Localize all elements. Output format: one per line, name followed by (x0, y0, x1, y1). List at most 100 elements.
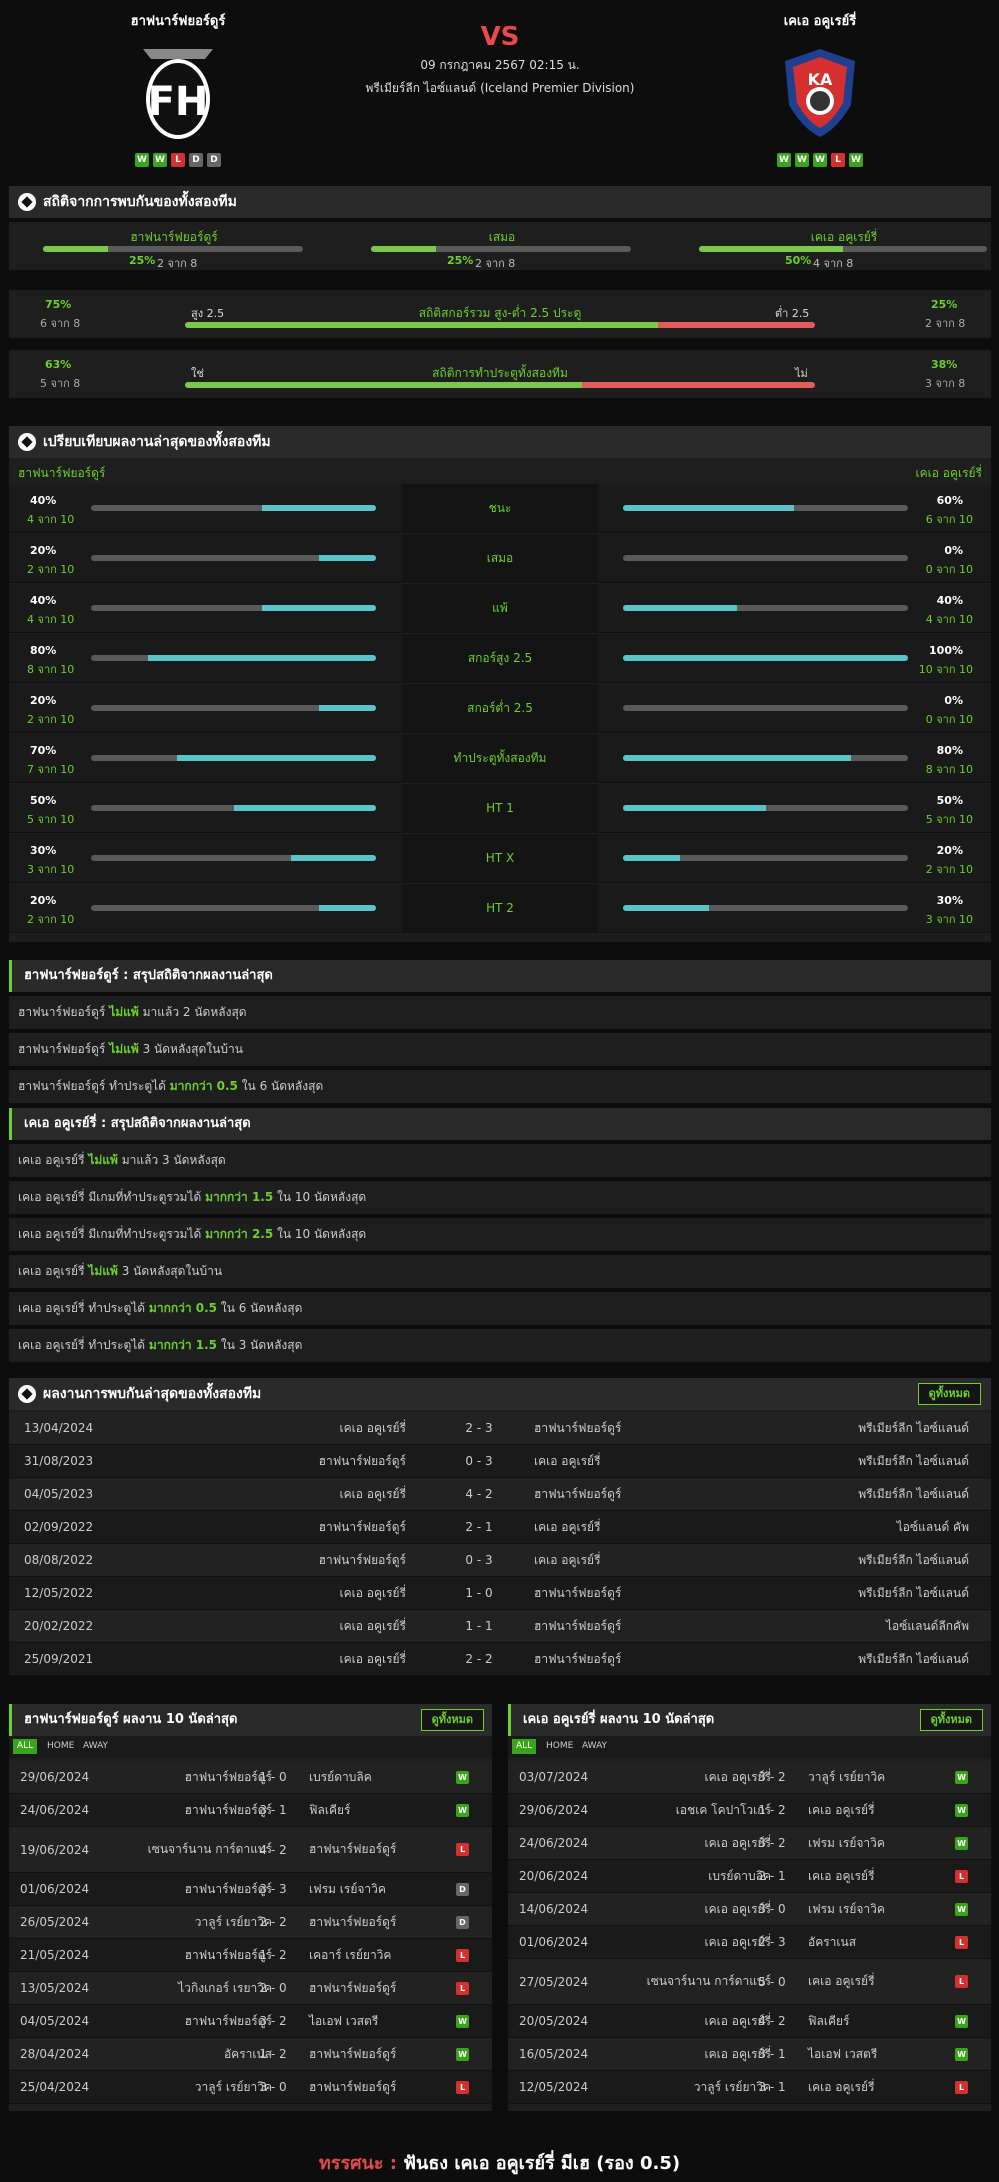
match-home-team[interactable]: เคเอ อคูเรย์รี่ (339, 1652, 406, 1666)
match-home-team[interactable]: เคเอ อคูเรย์รี่ (704, 2013, 771, 2028)
match-away-team[interactable]: เคเอ อคูเรย์รี่ (808, 2079, 875, 2094)
match-home-team[interactable]: เอชเค โคปาโวเกร์ (675, 1802, 771, 1817)
match-home-team[interactable]: ฮาฟนาร์ฟยอร์ดูร์ (318, 1520, 406, 1534)
away-team-name[interactable]: เคเอ อคูเรย์รี่ (783, 14, 857, 29)
match-away-team[interactable]: เคเอ อคูเรย์รี่ (808, 1974, 875, 1988)
away-tab-home[interactable]: HOME (546, 1741, 574, 1751)
match-home-team[interactable]: เคเอ อคูเรย์รี่ (704, 2046, 771, 2061)
h2h-col-label[interactable]: เคเอ อคูเรย์รี่ (810, 230, 878, 244)
last10-row[interactable]: 24/06/2024 เคเอ อคูเรย์รี่ 3 - 2 เฟรม เรย์จ… (508, 1827, 991, 1860)
match-away-team[interactable]: อัคราเนส (808, 1934, 857, 1949)
h2h-match-row[interactable]: 25/09/2021 เคเอ อคูเรย์รี่ 2 - 2 ฮาฟนาร์ฟยอ… (9, 1643, 991, 1676)
last10-row[interactable]: 13/05/2024 ไวกิงเกอร์ เรยาวิค 2 - 0 ฮาฟนาร์… (9, 1972, 492, 2005)
match-away-team[interactable]: ไอเอฟ เวสตรี (309, 2013, 379, 2028)
h2h-match-row[interactable]: 13/04/2024 เคเอ อคูเรย์รี่ 2 - 3 ฮาฟนาร์ฟยอ… (9, 1412, 991, 1445)
match-away-team[interactable]: ฮาฟนาร์ฟยอร์ดูร์ (309, 2079, 397, 2094)
last10-row[interactable]: 29/06/2024 เอชเค โคปาโวเกร์ 1 - 2 เคเอ อคูเ… (508, 1794, 991, 1827)
last10-row[interactable]: 28/04/2024 อัคราเนส 1 - 2 ฮาฟนาร์ฟยอร์ดูร์ W (9, 2038, 492, 2071)
last10-row[interactable]: 25/04/2024 วาลูร์ เรย์ยาวิค 3 - 0 ฮาฟนาร์ฟย… (9, 2071, 492, 2104)
match-home-team[interactable]: เคเอ อคูเรย์รี่ (704, 1835, 771, 1850)
match-home-team[interactable]: เคเอ อคูเรย์รี่ (339, 1487, 406, 1501)
match-away-team[interactable]: เคเอ อคูเรย์รี่ (808, 1802, 875, 1817)
h2h-match-row[interactable]: 31/08/2023 ฮาฟนาร์ฟยอร์ดูร์ 0 - 3 เคเอ อคูเ… (9, 1445, 991, 1478)
last10-row[interactable]: 12/05/2024 วาลูร์ เรย์ยาวิค 3 - 1 เคเอ อคูเ… (508, 2071, 991, 2104)
last10-row[interactable]: 20/05/2024 เคเอ อคูเรย์รี่ 4 - 2 ฟิลเคียร์ W (508, 2005, 991, 2038)
last10-row[interactable]: 24/06/2024 ฮาฟนาร์ฟยอร์ดูร์ 3 - 1 ฟิลเคียร์… (9, 1794, 492, 1827)
last10-row[interactable]: 21/05/2024 ฮาฟนาร์ฟยอร์ดูร์ 1 - 2 เคอาร์ เร… (9, 1939, 492, 1972)
match-home-team[interactable]: ฮาฟนาร์ฟยอร์ดูร์ (184, 1802, 272, 1817)
away-tab-away[interactable]: AWAY (582, 1741, 608, 1751)
match-home-team[interactable]: เคเอ อคูเรย์รี่ (339, 1586, 406, 1600)
match-home-team[interactable]: ฮาฟนาร์ฟยอร์ดูร์ (184, 2013, 272, 2028)
h2h-view-all-button[interactable]: ดูทั้งหมด (917, 1383, 981, 1405)
match-away-team[interactable]: ฮาฟนาร์ฟยอร์ดูร์ (309, 1914, 397, 1929)
match-home-team[interactable]: เซนจาร์นาน การ์ดาแบร์ (147, 1842, 272, 1856)
match-home-team[interactable]: เคเอ อคูเรย์รี่ (704, 1934, 771, 1949)
match-home-team[interactable]: วาลูร์ เรย์ยาวิค (693, 2079, 771, 2094)
match-away-team[interactable]: เฟรม เรย์จาวิค (808, 1835, 885, 1850)
h2h-match-row[interactable]: 08/08/2022 ฮาฟนาร์ฟยอร์ดูร์ 0 - 3 เคเอ อคูเ… (9, 1544, 991, 1577)
match-away-team[interactable]: ฮาฟนาร์ฟยอร์ดูร์ (534, 1652, 622, 1666)
home-tab-home[interactable]: HOME (47, 1741, 75, 1751)
match-home-team[interactable]: ฮาฟนาร์ฟยอร์ดูร์ (318, 1553, 406, 1567)
match-home-team[interactable]: ฮาฟนาร์ฟยอร์ดูร์ (184, 1881, 272, 1896)
match-away-team[interactable]: ฮาฟนาร์ฟยอร์ดูร์ (309, 1842, 397, 1856)
match-home-team[interactable]: เคเอ อคูเรย์รี่ (704, 1769, 771, 1784)
h2h-match-row[interactable]: 12/05/2022 เคเอ อคูเรย์รี่ 1 - 0 ฮาฟนาร์ฟยอ… (9, 1577, 991, 1610)
last10-row[interactable]: 01/06/2024 ฮาฟนาร์ฟยอร์ดูร์ 3 - 3 เฟรม เรย์… (9, 1873, 492, 1906)
match-home-team[interactable]: เคเอ อคูเรย์รี่ (339, 1421, 406, 1435)
match-away-team[interactable]: เคเอ อคูเรย์รี่ (534, 1520, 601, 1534)
match-away-team[interactable]: เบรย์ดาบลิค (309, 1769, 372, 1784)
match-away-team[interactable]: เคเอ อคูเรย์รี่ (534, 1553, 601, 1567)
h2h-match-row[interactable]: 02/09/2022 ฮาฟนาร์ฟยอร์ดูร์ 2 - 1 เคเอ อคูเ… (9, 1511, 991, 1544)
match-away-team[interactable]: ฮาฟนาร์ฟยอร์ดูร์ (534, 1487, 622, 1501)
compare-away-label[interactable]: เคเอ อคูเรย์รี่ (915, 466, 982, 480)
last10-row[interactable]: 29/06/2024 ฮาฟนาร์ฟยอร์ดูร์ 1 - 0 เบรย์ดาบล… (9, 1761, 492, 1794)
match-away-team[interactable]: เคอาร์ เรย์ยาวิค (309, 1947, 392, 1962)
match-league[interactable]: พรีเมียร์ลีก ไอซ์แลนด์ (Iceland Premier … (365, 81, 635, 95)
match-away-team[interactable]: ฮาฟนาร์ฟยอร์ดูร์ (534, 1421, 622, 1435)
match-away-team[interactable]: ฮาฟนาร์ฟยอร์ดูร์ (309, 2046, 397, 2061)
last10-row[interactable]: 14/06/2024 เคเอ อคูเรย์รี่ 3 - 0 เฟรม เรย์จ… (508, 1893, 991, 1926)
last10-row[interactable]: 19/06/2024 เซนจาร์นาน การ์ดาแบร์ 4 - 2 ฮาฟน… (9, 1827, 492, 1873)
match-away-team[interactable]: ฟิลเคียร์ (309, 1802, 351, 1817)
away-tab-all[interactable]: ALL (512, 1739, 537, 1754)
match-away-team[interactable]: เฟรม เรย์จาวิค (808, 1901, 885, 1916)
match-away-team[interactable]: ไอเอฟ เวสตรี (808, 2046, 878, 2061)
match-home-team[interactable]: ฮาฟนาร์ฟยอร์ดูร์ (318, 1454, 406, 1468)
match-away-team[interactable]: ฮาฟนาร์ฟยอร์ดูร์ (534, 1586, 622, 1600)
last10-row[interactable]: 01/06/2024 เคเอ อคูเรย์รี่ 2 - 3 อัคราเนส L (508, 1926, 991, 1959)
match-home-team[interactable]: เคเอ อคูเรย์รี่ (339, 1619, 406, 1633)
match-home-team[interactable]: เบรย์ดาบลิค (708, 1868, 771, 1883)
match-away-team[interactable]: เฟรม เรย์จาวิค (309, 1881, 386, 1896)
last10-row[interactable]: 26/05/2024 วาลูร์ เรย์ยาวิค 2 - 2 ฮาฟนาร์ฟย… (9, 1906, 492, 1939)
last10-row[interactable]: 20/06/2024 เบรย์ดาบลิค 2 - 1 เคเอ อคูเรย์รี… (508, 1860, 991, 1893)
match-home-team[interactable]: ไวกิงเกอร์ เรยาวิค (178, 1980, 272, 1995)
match-home-team[interactable]: อัคราเนส (223, 2046, 272, 2061)
home-tab-all[interactable]: ALL (13, 1739, 38, 1754)
last10-row[interactable]: 04/05/2024 ฮาฟนาร์ฟยอร์ดูร์ 3 - 2 ไอเอฟ เวส… (9, 2005, 492, 2038)
match-away-team[interactable]: ฮาฟนาร์ฟยอร์ดูร์ (534, 1619, 622, 1633)
home-team-name[interactable]: ฮาฟนาร์ฟยอร์ดูร์ (130, 14, 226, 29)
home-last10-view-all-button[interactable]: ดูทั้งหมด (420, 1709, 484, 1731)
match-home-team[interactable]: เซนจาร์นาน การ์ดาแบร์ (646, 1974, 771, 1988)
match-home-team[interactable]: วาลูร์ เรย์ยาวิค (194, 2079, 272, 2094)
match-home-team[interactable]: เคเอ อคูเรย์รี่ (704, 1901, 771, 1916)
match-away-team[interactable]: เคเอ อคูเรย์รี่ (808, 1868, 875, 1883)
match-home-team[interactable]: วาลูร์ เรย์ยาวิค (194, 1914, 272, 1929)
away-last10-view-all-button[interactable]: ดูทั้งหมด (919, 1709, 983, 1731)
last10-row[interactable]: 16/05/2024 เคเอ อคูเรย์รี่ 3 - 1 ไอเอฟ เวสต… (508, 2038, 991, 2071)
h2h-match-row[interactable]: 04/05/2023 เคเอ อคูเรย์รี่ 4 - 2 ฮาฟนาร์ฟยอ… (9, 1478, 991, 1511)
match-home-team[interactable]: ฮาฟนาร์ฟยอร์ดูร์ (184, 1769, 272, 1784)
match-away-team[interactable]: วาลูร์ เรย์ยาวิค (808, 1769, 886, 1784)
h2h-col-label[interactable]: ฮาฟนาร์ฟยอร์ดูร์ (130, 230, 218, 244)
match-home-team[interactable]: ฮาฟนาร์ฟยอร์ดูร์ (184, 1947, 272, 1962)
home-tab-away[interactable]: AWAY (83, 1741, 109, 1751)
match-away-team[interactable]: ฟิลเคียร์ (808, 2013, 850, 2028)
match-away-team[interactable]: ฮาฟนาร์ฟยอร์ดูร์ (309, 1980, 397, 1995)
h2h-match-row[interactable]: 20/02/2022 เคเอ อคูเรย์รี่ 1 - 1 ฮาฟนาร์ฟยอ… (9, 1610, 991, 1643)
compare-home-label[interactable]: ฮาฟนาร์ฟยอร์ดูร์ (18, 466, 106, 480)
last10-row[interactable]: 03/07/2024 เคเอ อคูเรย์รี่ 3 - 2 วาลูร์ เรย… (508, 1761, 991, 1794)
